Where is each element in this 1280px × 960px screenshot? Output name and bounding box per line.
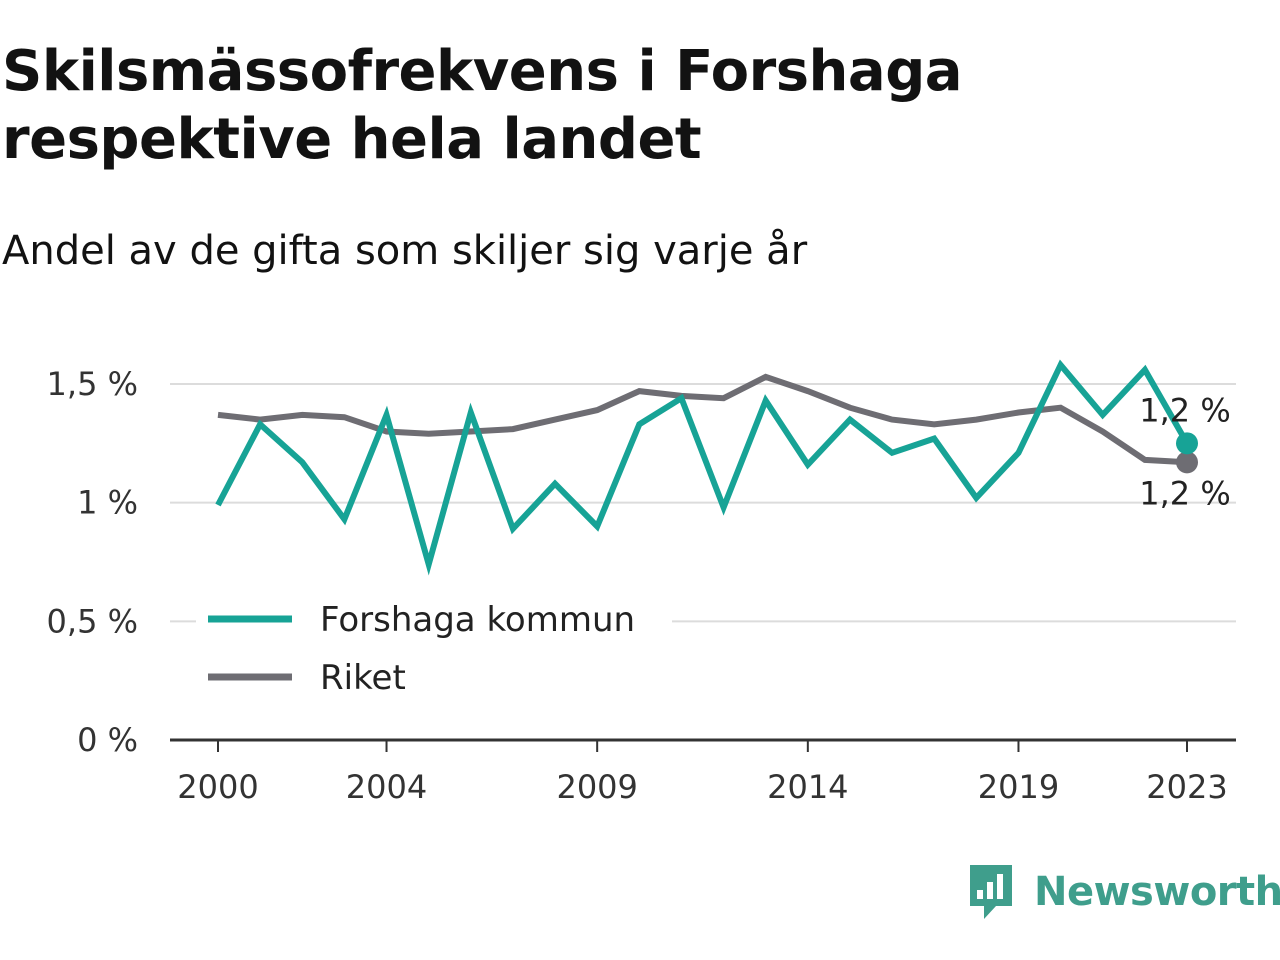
x-axis: 2000 2004 2009 2014 2019 2023 bbox=[170, 738, 1236, 806]
y-tick-label: 1 % bbox=[77, 484, 138, 522]
end-point bbox=[1176, 451, 1198, 474]
x-tick-label: 2009 bbox=[556, 768, 637, 806]
brand-name: Newsworthy bbox=[1034, 869, 1280, 915]
end-point bbox=[1176, 432, 1198, 455]
y-tick-label: 0 % bbox=[77, 721, 138, 759]
series-line bbox=[215, 359, 1190, 576]
legend: Forshaga kommun Riket bbox=[196, 596, 672, 706]
brand: Newsworthy bbox=[966, 862, 1280, 922]
legend-label: Forshaga kommun bbox=[320, 600, 635, 640]
x-tick-label: 2023 bbox=[1146, 768, 1227, 806]
legend-label: Riket bbox=[320, 658, 406, 698]
y-axis-ticks: 0 % 0,5 % 1 % 1,5 % bbox=[47, 365, 138, 759]
y-tick-label: 0,5 % bbox=[47, 602, 138, 640]
y-tick-label: 1,5 % bbox=[47, 365, 138, 403]
newsworthy-logo-icon bbox=[970, 865, 1012, 919]
x-tick-label: 2019 bbox=[978, 768, 1059, 806]
x-tick-label: 2014 bbox=[767, 768, 848, 806]
x-tick-label: 2000 bbox=[177, 768, 258, 806]
end-value-label: 1,2 % bbox=[1139, 391, 1230, 429]
end-value-label: 1,2 % bbox=[1139, 474, 1230, 512]
chart-subtitle: Andel av de gifta som skiljer sig varje … bbox=[2, 228, 808, 274]
chart-title: Skilsmässofrekvens i Forshaga respektive… bbox=[2, 39, 963, 172]
legend-background bbox=[196, 596, 672, 706]
x-tick-label: 2004 bbox=[346, 768, 427, 806]
end-labels: 1,2 % 1,2 % bbox=[1139, 391, 1230, 512]
series-lines bbox=[215, 359, 1198, 576]
line-chart: 0 % 0,5 % 1 % 1,5 % 2000 2004 2009 2014 2019 202… bbox=[47, 359, 1236, 806]
